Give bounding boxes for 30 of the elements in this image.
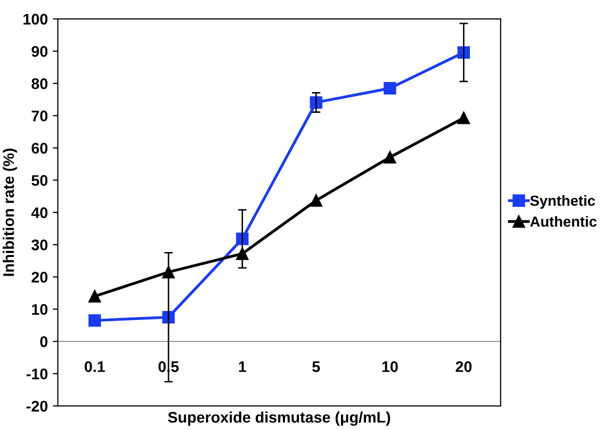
legend-label: Synthetic xyxy=(530,195,595,209)
y-tick-label: 10 xyxy=(32,304,48,315)
point xyxy=(88,314,101,327)
y-tick-label: 0 xyxy=(40,336,48,348)
y-tick-label: -20 xyxy=(26,400,48,412)
x-tick-label: 5 xyxy=(312,361,320,372)
y-tick-label: 30 xyxy=(31,240,48,250)
y-tick-label: 90 xyxy=(32,46,48,57)
y-tick-label: 70 xyxy=(32,110,48,122)
y-tick-label: 100 xyxy=(24,14,48,25)
x-axis-title: Superoxide dismutase (μg/mL) xyxy=(168,411,390,426)
point xyxy=(88,290,101,303)
y-axis-title: Inhibition rate (%) xyxy=(2,148,18,276)
x-tick-label: 1 xyxy=(239,361,246,372)
point xyxy=(162,266,175,278)
y-tick-label: 80 xyxy=(32,78,48,90)
x-tick-label: 10 xyxy=(382,361,398,372)
y-tick-label: 60 xyxy=(32,142,48,154)
point xyxy=(457,112,470,124)
y-tick-label: 50 xyxy=(32,175,48,186)
legend-label: Authentic xyxy=(530,216,597,227)
x-tick-label: 0.1 xyxy=(84,361,105,372)
y-tick-label: 40 xyxy=(31,207,48,218)
point xyxy=(310,194,322,207)
y-tick-label: -10 xyxy=(26,368,48,380)
y-tick-label: 20 xyxy=(32,272,48,283)
point xyxy=(236,247,249,260)
point xyxy=(384,82,396,95)
x-tick-label: 20 xyxy=(456,361,472,372)
point xyxy=(384,151,396,164)
